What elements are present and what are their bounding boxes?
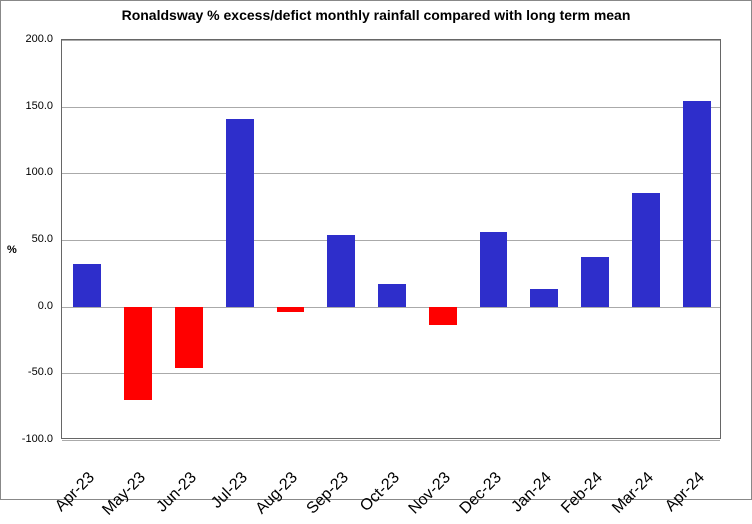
x-tick-label: May-23 xyxy=(95,469,150,524)
gridline xyxy=(62,373,720,374)
y-tick-label: 50.0 xyxy=(1,233,53,245)
x-tick-label: Feb-24 xyxy=(552,469,607,524)
bar xyxy=(429,307,457,326)
gridline xyxy=(62,40,720,41)
bar xyxy=(175,307,203,368)
gridline xyxy=(62,173,720,174)
bar xyxy=(683,101,711,306)
gridline xyxy=(62,440,720,441)
y-tick-label: 150.0 xyxy=(1,100,53,112)
bar xyxy=(277,307,305,312)
rainfall-chart-frame: Ronaldsway % excess/defict monthly rainf… xyxy=(0,0,752,500)
x-tick-label: Dec-23 xyxy=(450,469,505,524)
x-tick-label: Jun-23 xyxy=(145,469,200,524)
x-tick-label: Oct-23 xyxy=(349,469,404,524)
x-tick-label: Apr-23 xyxy=(44,469,99,524)
y-tick-label: 100.0 xyxy=(1,166,53,178)
bar xyxy=(378,284,406,307)
x-tick-label: Mar-24 xyxy=(602,469,657,524)
x-tick-label: Aug-23 xyxy=(247,469,302,524)
y-tick-label: -50.0 xyxy=(1,366,53,378)
gridline xyxy=(62,307,720,308)
x-tick-label: Jan-24 xyxy=(501,469,556,524)
gridline xyxy=(62,240,720,241)
y-tick-label: 200.0 xyxy=(1,33,53,45)
bar xyxy=(480,232,508,307)
x-tick-label: Apr-24 xyxy=(653,469,708,524)
bar xyxy=(226,119,254,307)
x-tick-label: Sep-23 xyxy=(298,469,353,524)
x-tick-label: Nov-23 xyxy=(399,469,454,524)
y-tick-label: -100.0 xyxy=(1,433,53,445)
bar xyxy=(327,235,355,307)
bar xyxy=(632,193,660,306)
plot-area xyxy=(61,39,721,439)
bar xyxy=(581,257,609,306)
gridline xyxy=(62,107,720,108)
y-tick-label: 0.0 xyxy=(1,300,53,312)
y-axis-label: % xyxy=(7,244,17,256)
chart-title: Ronaldsway % excess/defict monthly rainf… xyxy=(1,7,751,23)
x-tick-label: Jul-23 xyxy=(196,469,251,524)
bar xyxy=(73,264,101,307)
bar xyxy=(530,289,558,306)
bar xyxy=(124,307,152,400)
